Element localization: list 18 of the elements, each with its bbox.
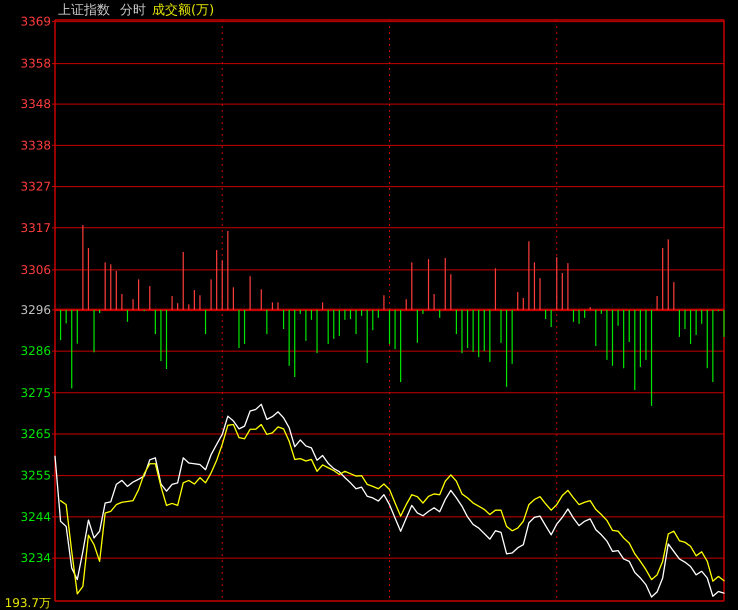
y-tick-label: 3286	[20, 344, 51, 358]
chart-subtitle: 分时	[120, 3, 146, 18]
y-tick-label: 3327	[20, 180, 51, 194]
y-tick-label: 3358	[20, 56, 51, 71]
text: 193.7万	[4, 596, 51, 610]
y-tick-label: 3306	[20, 262, 51, 277]
text: 成交额(万)	[152, 2, 214, 18]
y-tick-label: 3369	[20, 14, 51, 29]
y-tick-label: 3348	[20, 97, 51, 112]
y-tick-label: 3255	[20, 468, 51, 483]
y-tick-label: 3234	[20, 551, 51, 566]
y-tick-label: 3244	[20, 510, 51, 524]
y-tick-label: 3338	[20, 138, 51, 152]
y-tick-label: 3296	[20, 302, 51, 317]
y-tick-label: 3275	[20, 386, 51, 400]
y-tick-label: 3317	[20, 220, 51, 235]
y-tick-label: 3265	[20, 427, 51, 442]
chart-title: 上证指数	[58, 3, 110, 18]
